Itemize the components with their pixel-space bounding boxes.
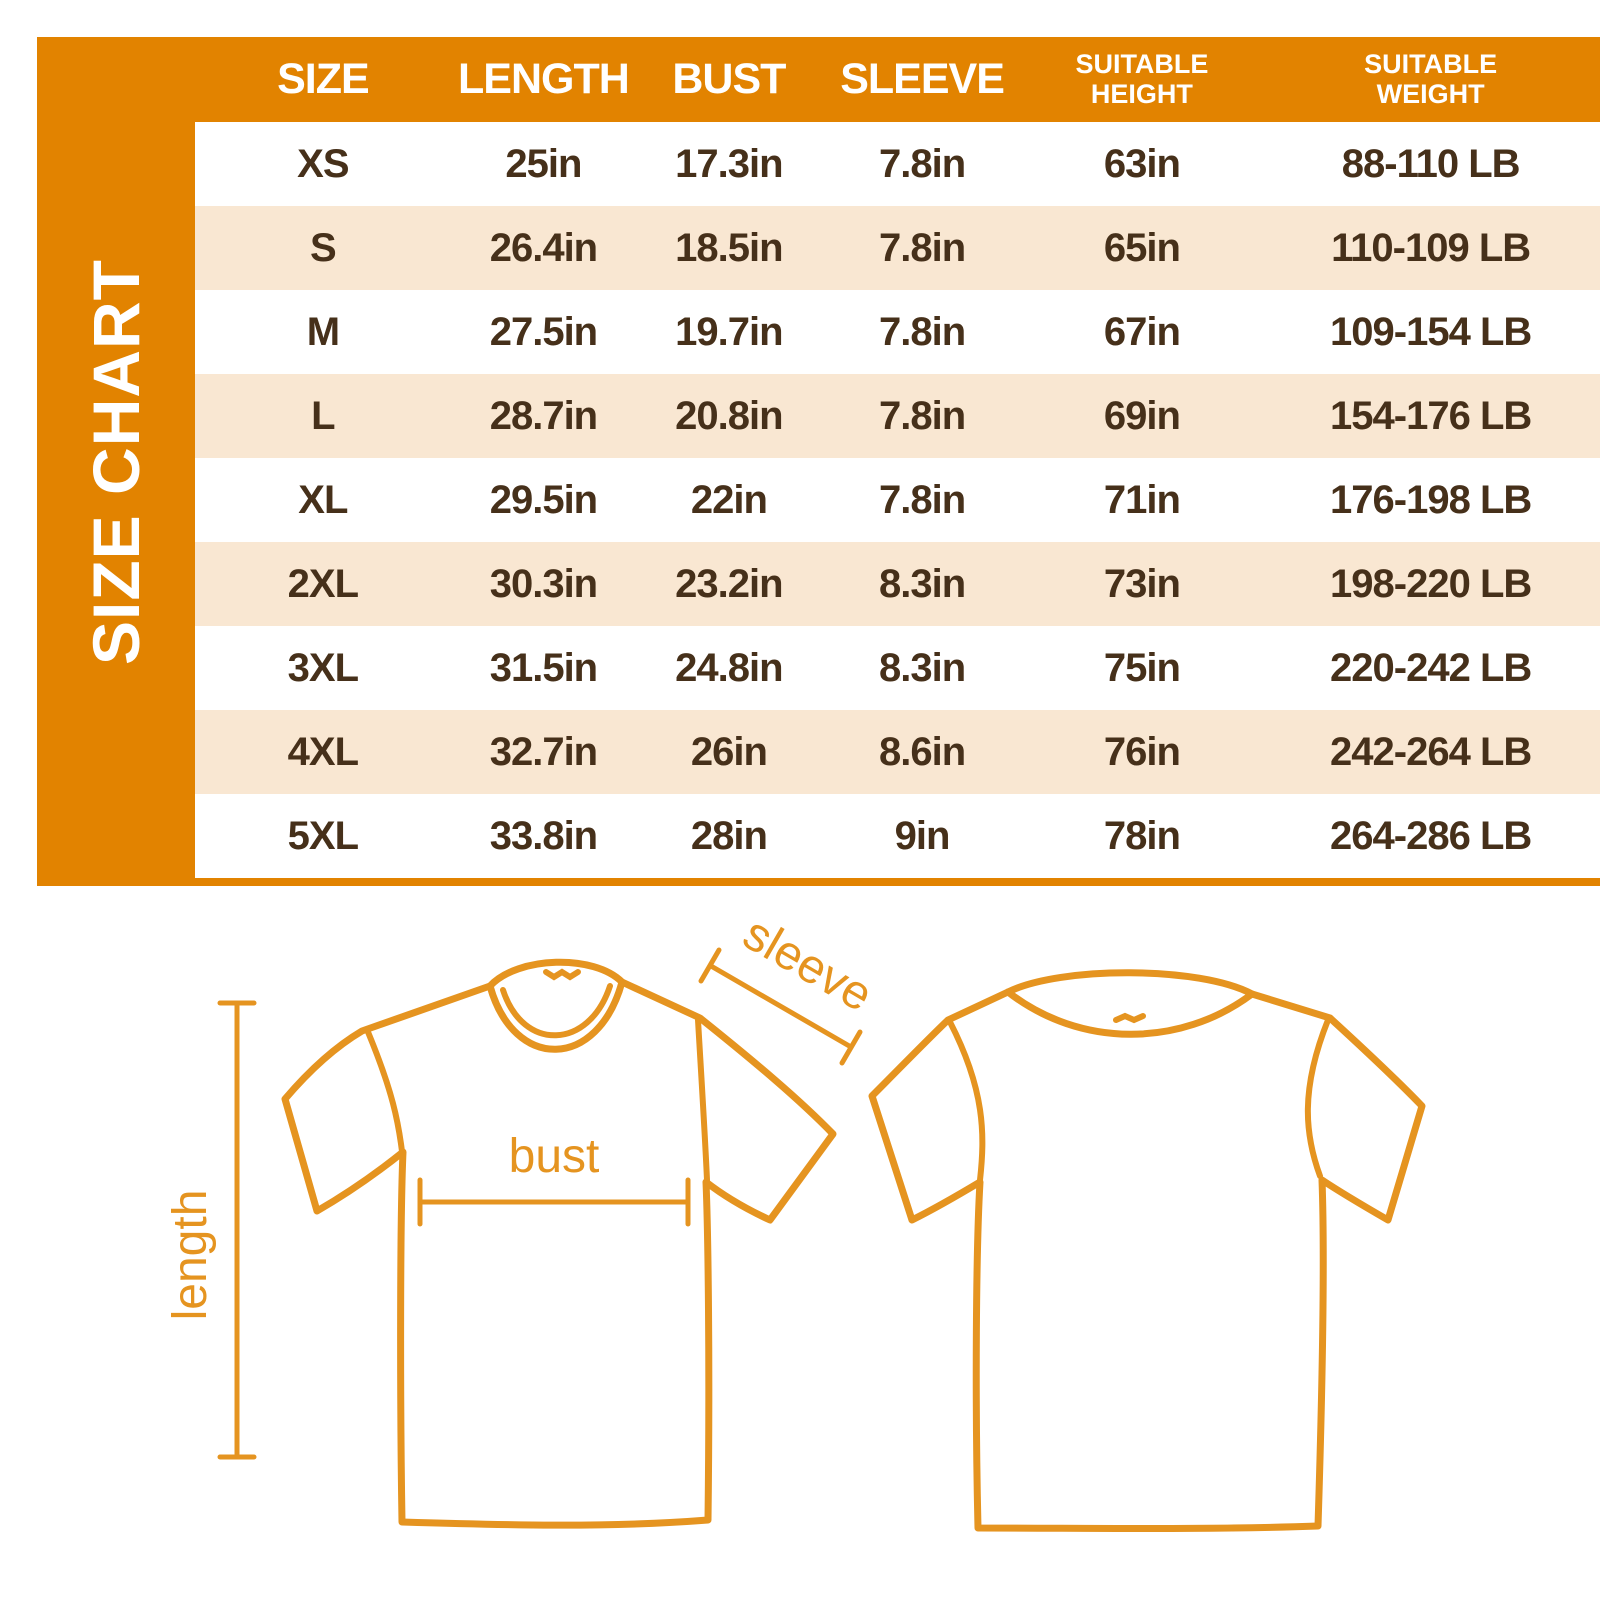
sleeve-cell: 7.8in — [878, 225, 966, 270]
sleeve-cap-end — [839, 1029, 863, 1066]
sleeve-cell: 9in — [894, 813, 951, 858]
bust-cell: 23.2in — [675, 561, 783, 606]
length-cell: 28.7in — [489, 393, 598, 438]
sleeve-cell: 7.8in — [878, 477, 966, 522]
size-cell: 3XL — [287, 645, 359, 690]
column-header-suitable-weight: SUITABLE WEIGHT — [1364, 48, 1498, 109]
length-cell: 29.5in — [489, 477, 598, 522]
size-cell: S — [310, 225, 337, 270]
table-row-s: S 26.4in 18.5in 7.8in 65in 110-109 LB — [195, 206, 1600, 290]
weight-cell: 264-286 LB — [1330, 813, 1532, 858]
table-row-xs: XS 25in 17.3in 7.8in 63in 88-110 LB — [195, 122, 1600, 206]
bust-cell: 18.5in — [675, 225, 783, 270]
table-row-5xl: 5XL 33.8in 28in 9in 78in 264-286 LB — [195, 794, 1600, 878]
bust-cell: 26in — [690, 729, 768, 774]
table-row-l: L 28.7in 20.8in 7.8in 69in 154-176 LB — [195, 374, 1600, 458]
table-row-xl: XL 29.5in 22in 7.8in 71in 176-198 LB — [195, 458, 1600, 542]
height-cell: 71in — [1103, 477, 1181, 522]
sleeve-cell: 8.3in — [878, 645, 966, 690]
size-cell: 4XL — [287, 729, 359, 774]
height-cell: 69in — [1103, 393, 1181, 438]
height-cell: 73in — [1103, 561, 1181, 606]
tshirt-measurement-diagram: length bust sleeve — [0, 920, 1600, 1600]
bust-cell: 24.8in — [675, 645, 783, 690]
table-row-4xl: 4XL 32.7in 26in 8.6in 76in 242-264 LB — [195, 710, 1600, 794]
length-cell: 25in — [505, 141, 582, 186]
height-cell: 65in — [1103, 225, 1181, 270]
bust-cell: 20.8in — [675, 393, 783, 438]
weight-cell: 88-110 LB — [1341, 141, 1521, 186]
bust-measure: bust — [417, 1130, 691, 1227]
size-cell: M — [306, 309, 340, 354]
length-label: length — [164, 1190, 217, 1321]
sleeve-cell: 7.8in — [878, 309, 966, 354]
table-row-2xl: 2XL 30.3in 23.2in 8.3in 73in 198-220 LB — [195, 542, 1600, 626]
height-cell: 78in — [1103, 813, 1181, 858]
table-row-m: M 27.5in 19.7in 7.8in 67in 109-154 LB — [195, 290, 1600, 374]
size-cell: 5XL — [287, 813, 359, 858]
column-header-sleeve: SLEEVE — [840, 55, 1005, 103]
column-header-size: SIZE — [277, 55, 370, 103]
height-cell: 76in — [1103, 729, 1181, 774]
length-measure: length — [164, 1000, 257, 1460]
weight-cell: 110-109 LB — [1331, 225, 1531, 270]
sleeve-cell: 8.6in — [878, 729, 966, 774]
column-header-bust: BUST — [672, 55, 786, 103]
table-header-row: SIZE LENGTH BUST SLEEVE SUITABLE HEIGHT S… — [195, 37, 1600, 122]
weight-cell: 154-176 LB — [1330, 393, 1532, 438]
sleeve-cell: 7.8in — [878, 393, 966, 438]
weight-cell: 220-242 LB — [1330, 645, 1532, 690]
sleeve-cell: 8.3in — [878, 561, 966, 606]
weight-cell: 176-198 LB — [1330, 477, 1532, 522]
length-cell: 26.4in — [489, 225, 598, 270]
front-shirt-outline — [281, 958, 837, 1529]
length-cell: 32.7in — [489, 729, 598, 774]
size-chart-title: SIZE CHART — [79, 258, 153, 665]
size-cell: XS — [297, 141, 349, 186]
bust-cell: 28in — [690, 813, 768, 858]
length-cell: 30.3in — [489, 561, 598, 606]
sleeve-line — [708, 963, 854, 1050]
height-cell: 75in — [1103, 645, 1181, 690]
bust-cell: 19.7in — [675, 309, 783, 354]
length-cell: 27.5in — [489, 309, 598, 354]
size-chart-title-band: SIZE CHART — [37, 37, 195, 886]
bust-label: bust — [509, 1130, 600, 1183]
back-shirt-outline — [868, 969, 1426, 1532]
table-body: XS 25in 17.3in 7.8in 63in 88-110 LB S 26… — [195, 122, 1600, 878]
size-cell: L — [311, 393, 335, 438]
table-row-3xl: 3XL 31.5in 24.8in 8.3in 75in 220-242 LB — [195, 626, 1600, 710]
column-header-suitable-height: SUITABLE HEIGHT — [1075, 48, 1209, 109]
bust-cell: 22in — [690, 477, 768, 522]
weight-cell: 242-264 LB — [1330, 729, 1532, 774]
height-cell: 63in — [1103, 141, 1181, 186]
size-chart-table: SIZE CHART SIZE LENGTH BUST SLEEVE SUITA… — [37, 37, 1600, 886]
length-cell: 33.8in — [489, 813, 598, 858]
weight-cell: 109-154 LB — [1330, 309, 1532, 354]
sleeve-cell: 7.8in — [878, 141, 966, 186]
column-header-length: LENGTH — [458, 55, 630, 103]
sleeve-label: sleeve — [734, 920, 881, 1022]
length-cell: 31.5in — [489, 645, 598, 690]
sleeve-cap-start — [698, 947, 722, 984]
bust-cell: 17.3in — [675, 141, 783, 186]
size-cell: XL — [298, 477, 348, 522]
weight-cell: 198-220 LB — [1330, 561, 1532, 606]
size-cell: 2XL — [287, 561, 359, 606]
height-cell: 67in — [1103, 309, 1181, 354]
